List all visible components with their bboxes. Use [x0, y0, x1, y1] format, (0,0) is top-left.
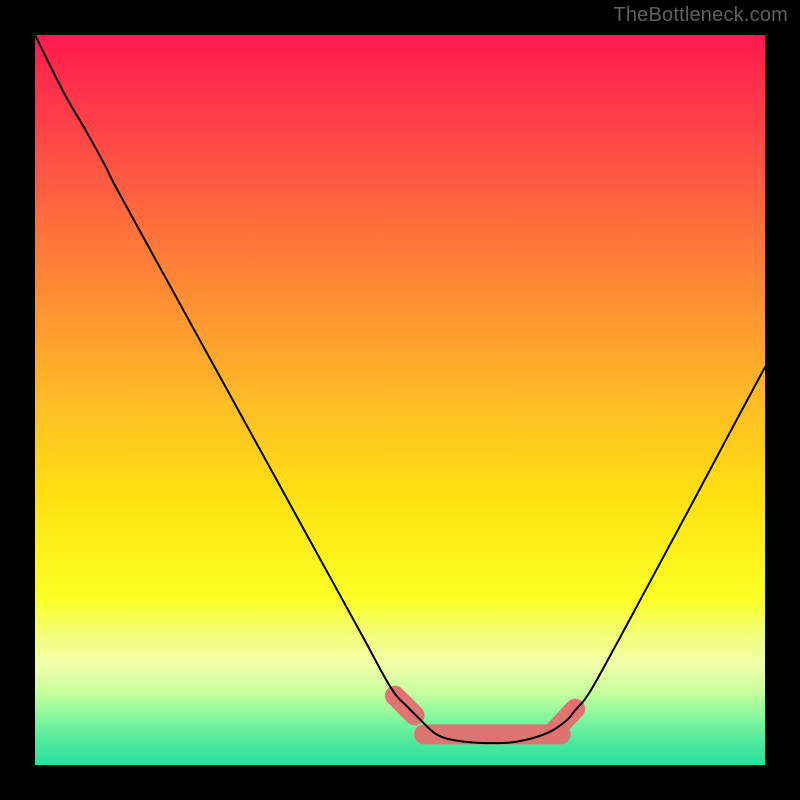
main-curve-path — [35, 35, 765, 743]
watermark-label: TheBottleneck.com — [613, 4, 788, 27]
trough-highlight — [385, 686, 585, 735]
chart-curve — [35, 35, 765, 765]
chart-plot-area — [35, 35, 765, 765]
